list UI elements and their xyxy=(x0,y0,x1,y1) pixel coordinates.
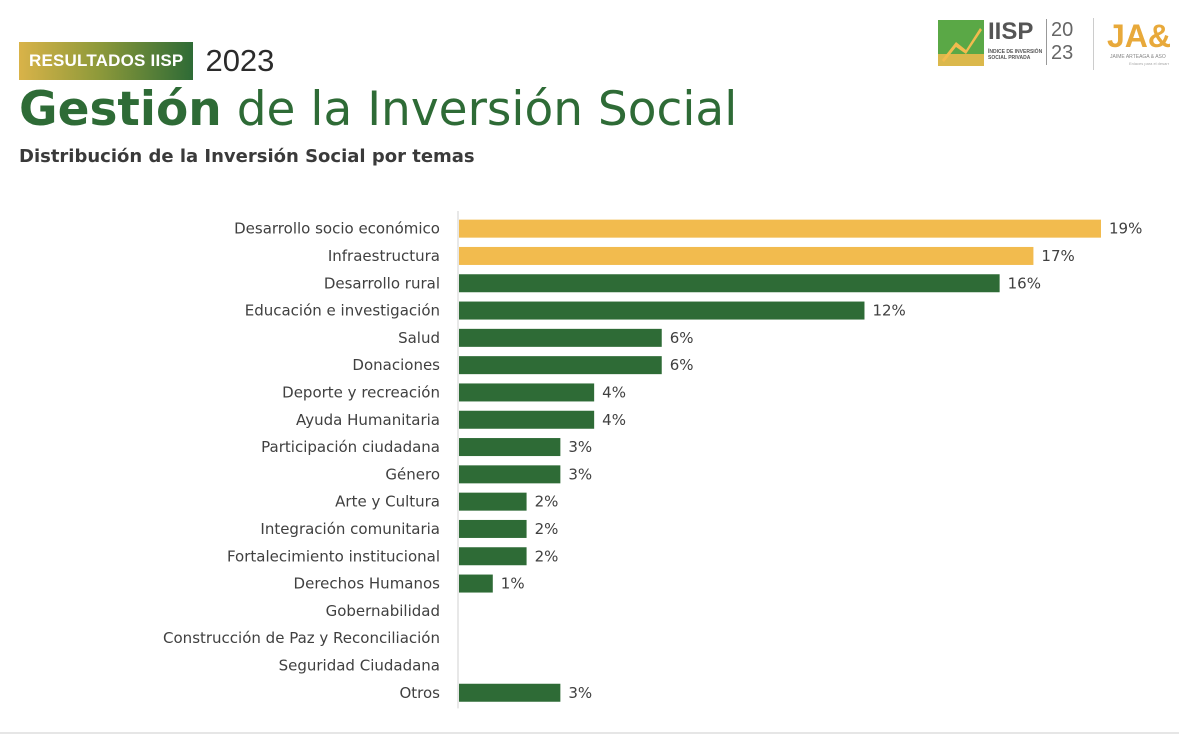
iisp-logo-icon xyxy=(938,20,984,66)
category-label: Salud xyxy=(398,329,440,347)
ja-logo-line1: JAIME ARTEAGA & ASO xyxy=(1110,54,1166,60)
iisp-logo-year: 20 23 xyxy=(1046,19,1073,65)
ja-logo-line2: Enlaces para el desarr xyxy=(1129,61,1170,66)
bar xyxy=(459,301,865,320)
page-title: Gestión de la Inversión Social xyxy=(19,82,737,137)
category-label: Deporte y recreación xyxy=(282,383,440,401)
category-label: Derechos Humanos xyxy=(294,575,441,593)
category-label: Participación ciudadana xyxy=(261,438,440,456)
data-label: 6% xyxy=(670,356,694,374)
category-label: Seguridad Ciudadana xyxy=(279,656,440,674)
bar xyxy=(459,519,527,538)
data-label: 16% xyxy=(1008,274,1041,292)
bar-chart: Desarrollo socio económico 19% Infraestruc… xyxy=(163,211,1142,709)
logo-divider xyxy=(1093,18,1094,70)
footer-divider xyxy=(0,732,1179,734)
category-label: Donaciones xyxy=(352,356,440,374)
category-label: Otros xyxy=(399,684,440,702)
data-label: 17% xyxy=(1041,247,1074,265)
data-label: 12% xyxy=(872,302,905,320)
category-label: Desarrollo rural xyxy=(324,274,440,292)
data-label: 19% xyxy=(1109,220,1142,238)
bar xyxy=(459,492,527,511)
ja-logo-mark: JA& xyxy=(1107,18,1172,54)
data-label: 1% xyxy=(501,575,525,593)
iisp-logo: IISP ÍNDICE DE INVERSIÓN SOCIAL PRIVADA … xyxy=(938,18,1078,70)
bar xyxy=(459,219,1101,238)
data-label: 4% xyxy=(602,411,626,429)
category-label: Gobernabilidad xyxy=(326,602,440,620)
page-title-bold: Gestión xyxy=(19,82,222,137)
bar xyxy=(459,574,493,593)
data-label: 2% xyxy=(535,547,559,565)
data-label: 2% xyxy=(535,493,559,511)
bar xyxy=(459,328,662,347)
iisp-logo-word: IISP xyxy=(988,18,1034,45)
page-title-rest: de la Inversión Social xyxy=(221,82,738,137)
category-label: Desarrollo socio económico xyxy=(234,220,440,238)
category-label: Fortalecimiento institucional xyxy=(227,547,440,565)
category-label: Género xyxy=(385,465,440,483)
bar xyxy=(459,410,595,429)
bar xyxy=(459,683,561,702)
category-label: Ayuda Humanitaria xyxy=(296,411,440,429)
category-label: Integración comunitaria xyxy=(260,520,440,538)
chart-subtitle: Distribución de la Inversión Social por … xyxy=(19,146,475,167)
bar xyxy=(459,465,561,484)
iisp-logo-year-bottom: 23 xyxy=(1051,42,1074,64)
bar xyxy=(459,438,561,457)
category-label: Construcción de Paz y Reconciliación xyxy=(163,629,440,647)
ja-logo: JA& JAIME ARTEAGA & ASO Enlaces para el … xyxy=(1107,18,1179,70)
category-label: Infraestructura xyxy=(328,247,440,265)
bar xyxy=(459,383,595,402)
bar xyxy=(459,547,527,566)
data-label: 3% xyxy=(568,465,592,483)
data-label: 2% xyxy=(535,520,559,538)
bar xyxy=(459,356,662,375)
badge-label: RESULTADOS IISP xyxy=(19,42,194,80)
category-label: Educación e investigación xyxy=(245,302,440,320)
data-label: 4% xyxy=(602,383,626,401)
bar xyxy=(459,274,1000,293)
badge-year: 2023 xyxy=(205,43,275,78)
data-label: 6% xyxy=(670,329,694,347)
data-label: 3% xyxy=(568,438,592,456)
iisp-logo-subtitle: ÍNDICE DE INVERSIÓN SOCIAL PRIVADA xyxy=(988,49,1043,61)
data-label: 3% xyxy=(568,684,592,702)
category-label: Arte y Cultura xyxy=(335,493,440,511)
bar xyxy=(459,246,1034,265)
results-badge: RESULTADOS IISP 2023 xyxy=(19,42,275,80)
iisp-logo-year-top: 20 xyxy=(1051,19,1074,41)
